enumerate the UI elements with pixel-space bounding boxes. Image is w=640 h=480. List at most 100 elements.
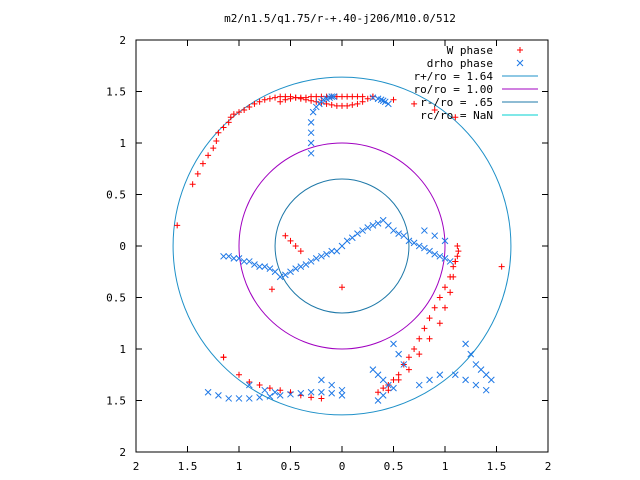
w-phase-point [318,395,325,402]
w-phase-point [251,100,258,107]
drho-phase-point [271,388,279,396]
drho-phase-point [390,340,397,348]
w-phase-point [375,389,382,396]
w-phase-point [328,101,335,108]
drho-phase-point [405,237,413,245]
w-phase-point [246,103,253,110]
drho-phase-point [256,394,263,401]
x-tick-label: 0 [339,460,346,473]
y-tick-label: 0.5 [106,189,126,202]
drho-phase-point [225,395,233,402]
w-phase-point [282,96,289,103]
w-phase-point [344,93,351,100]
drho-phase-point [225,252,233,260]
w-phase-point [318,93,325,100]
w-phase-point [266,385,273,392]
drho-phase-point [276,391,284,399]
w-phase-point [277,93,284,100]
w-phase-point [277,387,284,394]
w-phase-point [323,100,330,107]
drho-phase-point [390,227,397,234]
drho-phase-point [328,381,336,389]
drho-phase-point [472,361,480,368]
drho-phase-point [307,258,315,265]
w-phase-point [302,94,309,101]
w-phase-point [426,335,433,342]
w-phase-point [344,102,351,109]
w-phase-point [416,335,423,342]
y-tick-label: 1.5 [106,86,126,99]
w-phase-point [436,294,443,301]
legend-label: r-/ro = .65 [420,96,493,109]
drho-phase-point [381,98,389,106]
drho-phase-point [292,265,300,273]
w-phase-point [390,96,397,103]
w-phase-point [297,248,304,255]
drho-phase-point [318,388,325,396]
w-phase-point [405,354,412,361]
x-tick-label: 2 [545,460,552,473]
w-phase-point [354,93,361,100]
w-phase-point [436,320,443,327]
x-tick-label: 0.5 [384,460,404,473]
y-tick-label: 0 [119,240,126,253]
drho-phase-point [338,242,346,250]
w-phase-point [349,101,356,108]
w-phase-point [266,95,273,102]
w-phase-point [308,93,315,100]
drho-phase-point [307,149,315,157]
drho-phase-point [328,389,336,397]
w-phase-point [205,152,212,159]
drho-phase-point [281,271,289,279]
legend-label: rc/ro = NaN [420,109,493,122]
w-phase-point [455,248,462,255]
drho-phase-point [379,97,387,105]
data-points [174,93,505,404]
drho-phase-point [441,255,449,262]
drho-phase-point [318,252,325,260]
reference-circles [172,76,512,416]
w-phase-point [431,107,438,114]
w-phase-point [189,181,196,188]
w-phase-point [215,129,222,136]
drho-phase-point [379,376,387,384]
drho-phase-point [338,386,346,394]
drho-phase-point [328,93,336,101]
drho-phase-point [245,395,253,402]
chart-title: m2/n1.5/q1.75/r-+.40-j206/M10.0/512 [224,12,456,25]
drho-phase-point [364,224,372,231]
drho-phase-point [462,376,469,384]
drho-phase-point [307,129,315,137]
drho-phase-point [323,250,330,258]
drho-phase-point [287,390,294,398]
w-phase-point [210,145,217,152]
circle-3 [238,142,446,350]
w-phase-point [297,94,304,101]
w-phase-point [498,263,505,270]
w-phase-point [318,99,325,106]
drho-phase-point [287,268,294,276]
drho-phase-point [384,222,392,229]
drho-phase-point [245,381,253,389]
w-phase-point [268,286,275,293]
w-phase-point [339,102,345,109]
w-phase-point [359,98,366,105]
w-phase-point [411,346,418,352]
y-tick-label: 1 [119,343,126,356]
w-phase-point [241,107,248,114]
drho-phase-point [415,381,423,389]
w-phase-point [442,284,448,291]
w-phase-point [354,100,361,107]
w-phase-point [364,95,371,102]
drho-phase-point [400,232,408,240]
x-tick-label: 1.5 [487,460,507,473]
w-phase-point [390,376,397,383]
w-phase-point [287,95,294,102]
x-tick-labels: 2 1.5 1 0.5 0 0.5 1 1.5 2 [133,460,552,473]
drho-phase-point [472,381,480,389]
drho-phase-point [369,366,377,373]
drho-phase-point [330,93,338,101]
drho-phase-point [240,258,248,265]
drho-phase-point [400,361,408,368]
w-phase-point [369,93,376,100]
